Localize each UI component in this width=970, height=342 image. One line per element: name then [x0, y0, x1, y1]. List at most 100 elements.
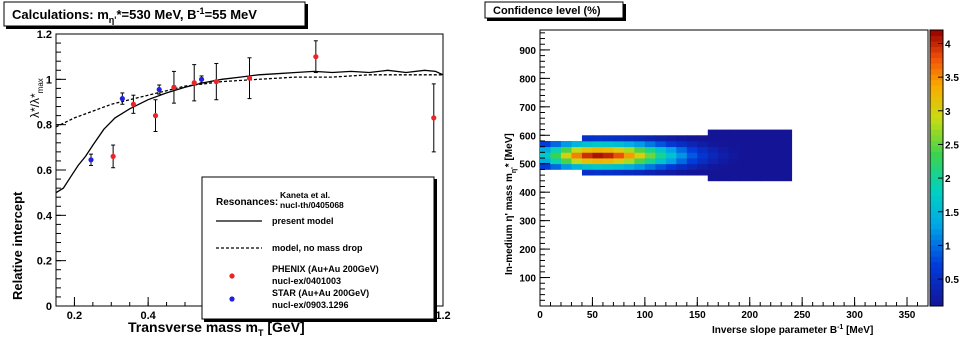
heatmap-cell — [592, 135, 604, 142]
right-x-tick-label: 200 — [741, 310, 758, 321]
colorbar-segment — [930, 123, 943, 130]
heatmap-cell — [644, 158, 656, 165]
colorbar-tick-label: 2 — [945, 174, 951, 185]
heatmap-cell — [655, 135, 667, 142]
heatmap-cell — [760, 163, 772, 170]
heatmap-cell — [739, 163, 751, 170]
left-y-tick-label: 0.2 — [37, 256, 52, 268]
heatmap-cell — [581, 135, 593, 142]
heatmap-cell — [686, 146, 698, 153]
heatmap-cell — [781, 175, 793, 182]
colorbar-segment — [930, 256, 943, 263]
heatmap-cell — [571, 163, 583, 170]
heatmap-cell — [571, 158, 583, 165]
colorbar-segment — [930, 52, 943, 59]
heatmap-cell — [760, 129, 772, 136]
heatmap-cell — [707, 175, 719, 182]
right-title: Confidence level (%) — [493, 5, 601, 17]
heatmap-cell — [613, 135, 625, 142]
phenix-data-point — [110, 153, 116, 159]
heatmap-cell — [707, 146, 719, 153]
heatmap-cell — [613, 169, 625, 176]
heatmap-cell — [623, 163, 635, 170]
heatmap-cell — [749, 129, 761, 136]
colorbar-segment — [930, 245, 943, 252]
left-y-tick-label: 0 — [46, 301, 52, 313]
heatmap-cell — [602, 146, 614, 153]
colorbar-segment — [930, 63, 943, 70]
colorbar-segment — [930, 173, 943, 180]
heatmap-cell — [634, 135, 646, 142]
colorbar-segment — [930, 239, 943, 246]
heatmap-cell — [644, 163, 656, 170]
colorbar-segment — [930, 168, 943, 175]
heatmap-cell — [623, 169, 635, 176]
legend-entry-no-mass-drop: model, no mass drop — [272, 243, 363, 253]
right-y-tick-label: 500 — [519, 160, 536, 171]
heatmap-cell — [760, 152, 772, 159]
heatmap-cell — [728, 163, 740, 170]
colorbar-segment — [930, 294, 943, 301]
colorbar-frame — [929, 29, 944, 307]
heatmap-cell — [644, 135, 656, 142]
heatmap-cell — [686, 135, 698, 142]
left-x-tick-label: 1.2 — [435, 310, 450, 322]
phenix-data-point — [191, 80, 197, 86]
colorbar-segment — [930, 112, 943, 119]
colorbar-segment — [930, 90, 943, 97]
left-y-tick-label: 0.8 — [37, 120, 52, 132]
heatmap-cell — [655, 163, 667, 170]
heatmap-cell — [550, 163, 562, 170]
colorbar-tick-label: 1 — [945, 241, 951, 252]
right-title-box: Confidence level (%) — [484, 1, 626, 21]
left-y-axis-label: Relative intercept — [10, 191, 25, 300]
heatmap-cell — [718, 152, 730, 159]
heatmap-cell — [770, 129, 782, 136]
heatmap-cell — [770, 158, 782, 165]
heatmap-cell — [676, 169, 688, 176]
heatmap-cell — [749, 140, 761, 148]
heatmap-cell — [592, 152, 604, 159]
right-x-tick-label: 50 — [587, 310, 599, 321]
heatmap-cell — [540, 152, 551, 159]
heatmap-cell — [760, 135, 772, 142]
colorbar-segment — [930, 201, 943, 208]
heatmap-cell — [760, 140, 772, 148]
right-y-tick-label: 700 — [519, 103, 536, 114]
heatmap-cell — [728, 140, 740, 148]
colorbar-segment — [930, 228, 943, 235]
heatmap-cell — [655, 146, 667, 153]
colorbar-tick-label: 1.5 — [945, 208, 959, 219]
right-y-tick-label: 800 — [519, 74, 536, 85]
colorbar-segment — [930, 289, 943, 296]
heatmap-cell — [560, 152, 572, 159]
heatmap-cell — [644, 146, 656, 153]
heatmap-cell — [665, 146, 677, 153]
heatmap-cell — [540, 158, 551, 165]
heatmap-cell — [550, 140, 562, 148]
heatmap-cell — [665, 163, 677, 170]
heatmap-cell — [697, 140, 709, 148]
colorbar-tick-label: 2.5 — [945, 140, 959, 151]
heatmap-cell — [655, 152, 667, 159]
heatmap-cell — [718, 169, 730, 176]
heatmap-cell — [781, 140, 793, 148]
colorbar-segment — [930, 41, 943, 48]
heatmap-cell — [592, 169, 604, 176]
colorbar-segment — [930, 46, 943, 53]
heatmap-cell — [739, 135, 751, 142]
heatmap-cell — [728, 175, 740, 182]
heatmap-cell — [665, 158, 677, 165]
colorbar: 0.5 1 1.5 2 2.5 3 3.5 4 — [929, 29, 959, 307]
legend-entry-star-ref: nucl-ex/0903.1296 — [272, 300, 349, 310]
colorbar-segment — [930, 151, 943, 158]
heatmap-cell — [781, 158, 793, 165]
heatmap-cell — [634, 140, 646, 148]
heatmap-cell — [760, 158, 772, 165]
heatmap-cell — [592, 140, 604, 148]
right-x-tick-label: 100 — [637, 310, 654, 321]
heatmap-cell — [613, 158, 625, 165]
heatmap-cell — [697, 152, 709, 159]
heatmap-cell — [623, 135, 635, 142]
phenix-data-point — [213, 79, 219, 85]
